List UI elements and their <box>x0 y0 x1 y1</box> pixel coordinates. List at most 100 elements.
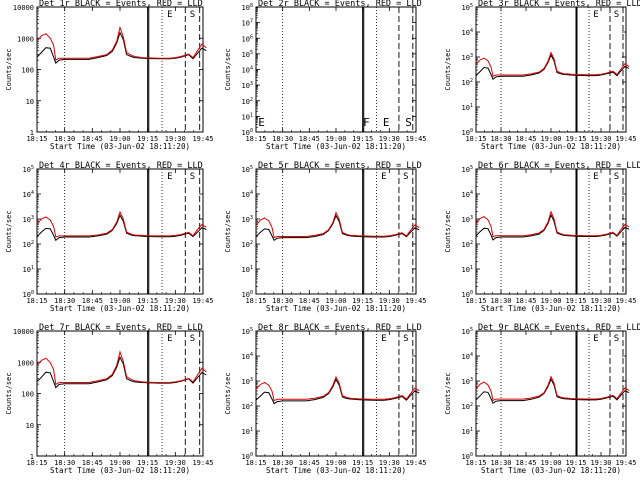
events-series-line <box>255 378 420 405</box>
panel-title: Det 5r BLACK = Events, RED = LLD <box>258 161 422 171</box>
x-tick-label: 18:30 <box>490 459 511 467</box>
marker-label: E <box>167 10 172 20</box>
marker-label: S <box>614 10 619 20</box>
marker-label: E <box>167 334 172 344</box>
y-tick-label: 102 <box>242 402 253 411</box>
x-tick-label: 18:30 <box>272 297 293 305</box>
x-tick-label: 19:00 <box>325 459 346 467</box>
marker-label: E <box>593 334 598 344</box>
panel-title: Det 4r BLACK = Events, RED = LLD <box>39 161 203 171</box>
x-tick-label: 19:45 <box>192 297 213 305</box>
x-tick-label: 19:45 <box>615 459 636 467</box>
lld-series-line <box>36 25 207 61</box>
x-tick-label: 19:30 <box>590 135 611 143</box>
x-tick-label: 18:15 <box>465 459 486 467</box>
x-axis-label: Start Time (03-Jun-02 18:11:20) <box>266 304 406 313</box>
y-axis-label: Counts/sec <box>5 48 13 90</box>
y-tick-label: 104 <box>242 352 253 361</box>
x-tick-label: 19:45 <box>615 297 636 305</box>
y-tick-label: 100 <box>462 128 473 137</box>
plot-frame <box>475 168 627 295</box>
x-tick-label: 19:45 <box>405 135 426 143</box>
marker-label: E <box>593 10 598 20</box>
plot-frame <box>255 168 417 295</box>
y-tick-label: 100 <box>242 290 253 299</box>
y-tick-label: 101 <box>23 265 34 274</box>
y-tick-label: 10000 <box>13 328 34 336</box>
marker-label: S <box>190 10 195 20</box>
x-tick-label: 19:00 <box>325 135 346 143</box>
x-tick-label: 19:30 <box>165 459 186 467</box>
panel-det-6: Det 6r BLACK = Events, RED = LLD 100 101 10… <box>444 161 640 313</box>
x-tick-label: 18:30 <box>272 459 293 467</box>
x-axis-label: Start Time (03-Jun-02 18:11:20) <box>266 142 406 151</box>
x-tick-label: 19:00 <box>109 135 130 143</box>
y-tick-label: 105 <box>242 327 253 336</box>
x-tick-label: 19:45 <box>615 135 636 143</box>
marker-label: E <box>383 116 390 129</box>
plot-frame <box>475 330 627 457</box>
panel-det-1: Det 1r BLACK = Events, RED = LLD 1 10 100 10… <box>5 0 214 151</box>
x-tick-label: 19:30 <box>165 135 186 143</box>
x-tick-label: 19:00 <box>540 297 561 305</box>
panel-title: Det 6r BLACK = Events, RED = LLD <box>478 161 640 171</box>
y-tick-label: 103 <box>242 81 253 90</box>
plot-frame <box>36 330 204 457</box>
x-tick-label: 18:45 <box>299 297 320 305</box>
lld-series-line <box>475 210 630 238</box>
x-tick-label: 19:30 <box>165 297 186 305</box>
marker-label: F <box>363 116 370 129</box>
panel-det-3: Det 3r BLACK = Events, RED = LLD 100 101 10… <box>444 0 640 151</box>
marker-label: E <box>167 172 172 182</box>
x-tick-label: 19:00 <box>109 459 130 467</box>
events-series-line <box>255 214 420 242</box>
lld-series-line <box>475 375 630 402</box>
y-tick-label: 104 <box>462 352 473 361</box>
events-series-line <box>475 377 630 405</box>
y-tick-label: 101 <box>462 103 473 112</box>
x-tick-label: 18:15 <box>26 135 47 143</box>
y-tick-label: 105 <box>242 165 253 174</box>
marker-label: S <box>403 334 408 344</box>
y-tick-label: 104 <box>462 28 473 37</box>
x-tick-label: 19:45 <box>405 459 426 467</box>
y-tick-label: 101 <box>462 265 473 274</box>
y-tick-label: 105 <box>462 3 473 12</box>
marker-label: E <box>381 334 386 344</box>
panel-det-2: Det 2r BLACK = Events, RED = LLD 100 101 10… <box>224 0 427 151</box>
y-tick-label: 102 <box>242 240 253 249</box>
panel-title: Det 1r BLACK = Events, RED = LLD <box>39 0 203 9</box>
y-tick-label: 1 <box>30 453 34 461</box>
x-tick-label: 19:15 <box>137 459 158 467</box>
y-axis-label: Counts/sec <box>444 48 452 90</box>
panel-det-9: Det 9r BLACK = Events, RED = LLD 100 101 10… <box>444 323 640 475</box>
plot-frame <box>255 6 417 133</box>
plot-frame <box>475 6 627 133</box>
x-tick-label: 18:30 <box>490 135 511 143</box>
marker-label: E <box>381 172 386 182</box>
y-tick-label: 102 <box>242 97 253 106</box>
y-tick-label: 10 <box>26 422 34 430</box>
y-tick-label: 106 <box>242 34 253 43</box>
x-tick-label: 18:30 <box>54 297 75 305</box>
x-tick-label: 18:15 <box>465 297 486 305</box>
x-tick-label: 18:45 <box>515 459 536 467</box>
y-tick-label: 103 <box>242 215 253 224</box>
x-tick-label: 19:30 <box>590 297 611 305</box>
plot-frame <box>36 168 204 295</box>
x-axis-label: Start Time (03-Jun-02 18:11:20) <box>481 466 621 475</box>
marker-label: S <box>190 334 195 344</box>
panel-det-5: Det 5r BLACK = Events, RED = LLD 100 101 10… <box>224 161 427 313</box>
x-tick-label: 19:15 <box>565 135 586 143</box>
x-axis-label: Start Time (03-Jun-02 18:11:20) <box>50 304 190 313</box>
y-tick-label: 105 <box>462 327 473 336</box>
x-tick-label: 18:15 <box>245 135 266 143</box>
y-tick-label: 101 <box>242 265 253 274</box>
x-tick-label: 19:15 <box>352 459 373 467</box>
x-axis-label: Start Time (03-Jun-02 18:11:20) <box>266 466 406 475</box>
y-axis-label: Counts/sec <box>444 372 452 414</box>
x-tick-label: 18:15 <box>465 135 486 143</box>
panel-det-8: Det 8r BLACK = Events, RED = LLD 100 101 10… <box>224 323 427 475</box>
x-tick-label: 19:00 <box>540 135 561 143</box>
x-tick-label: 18:30 <box>272 135 293 143</box>
